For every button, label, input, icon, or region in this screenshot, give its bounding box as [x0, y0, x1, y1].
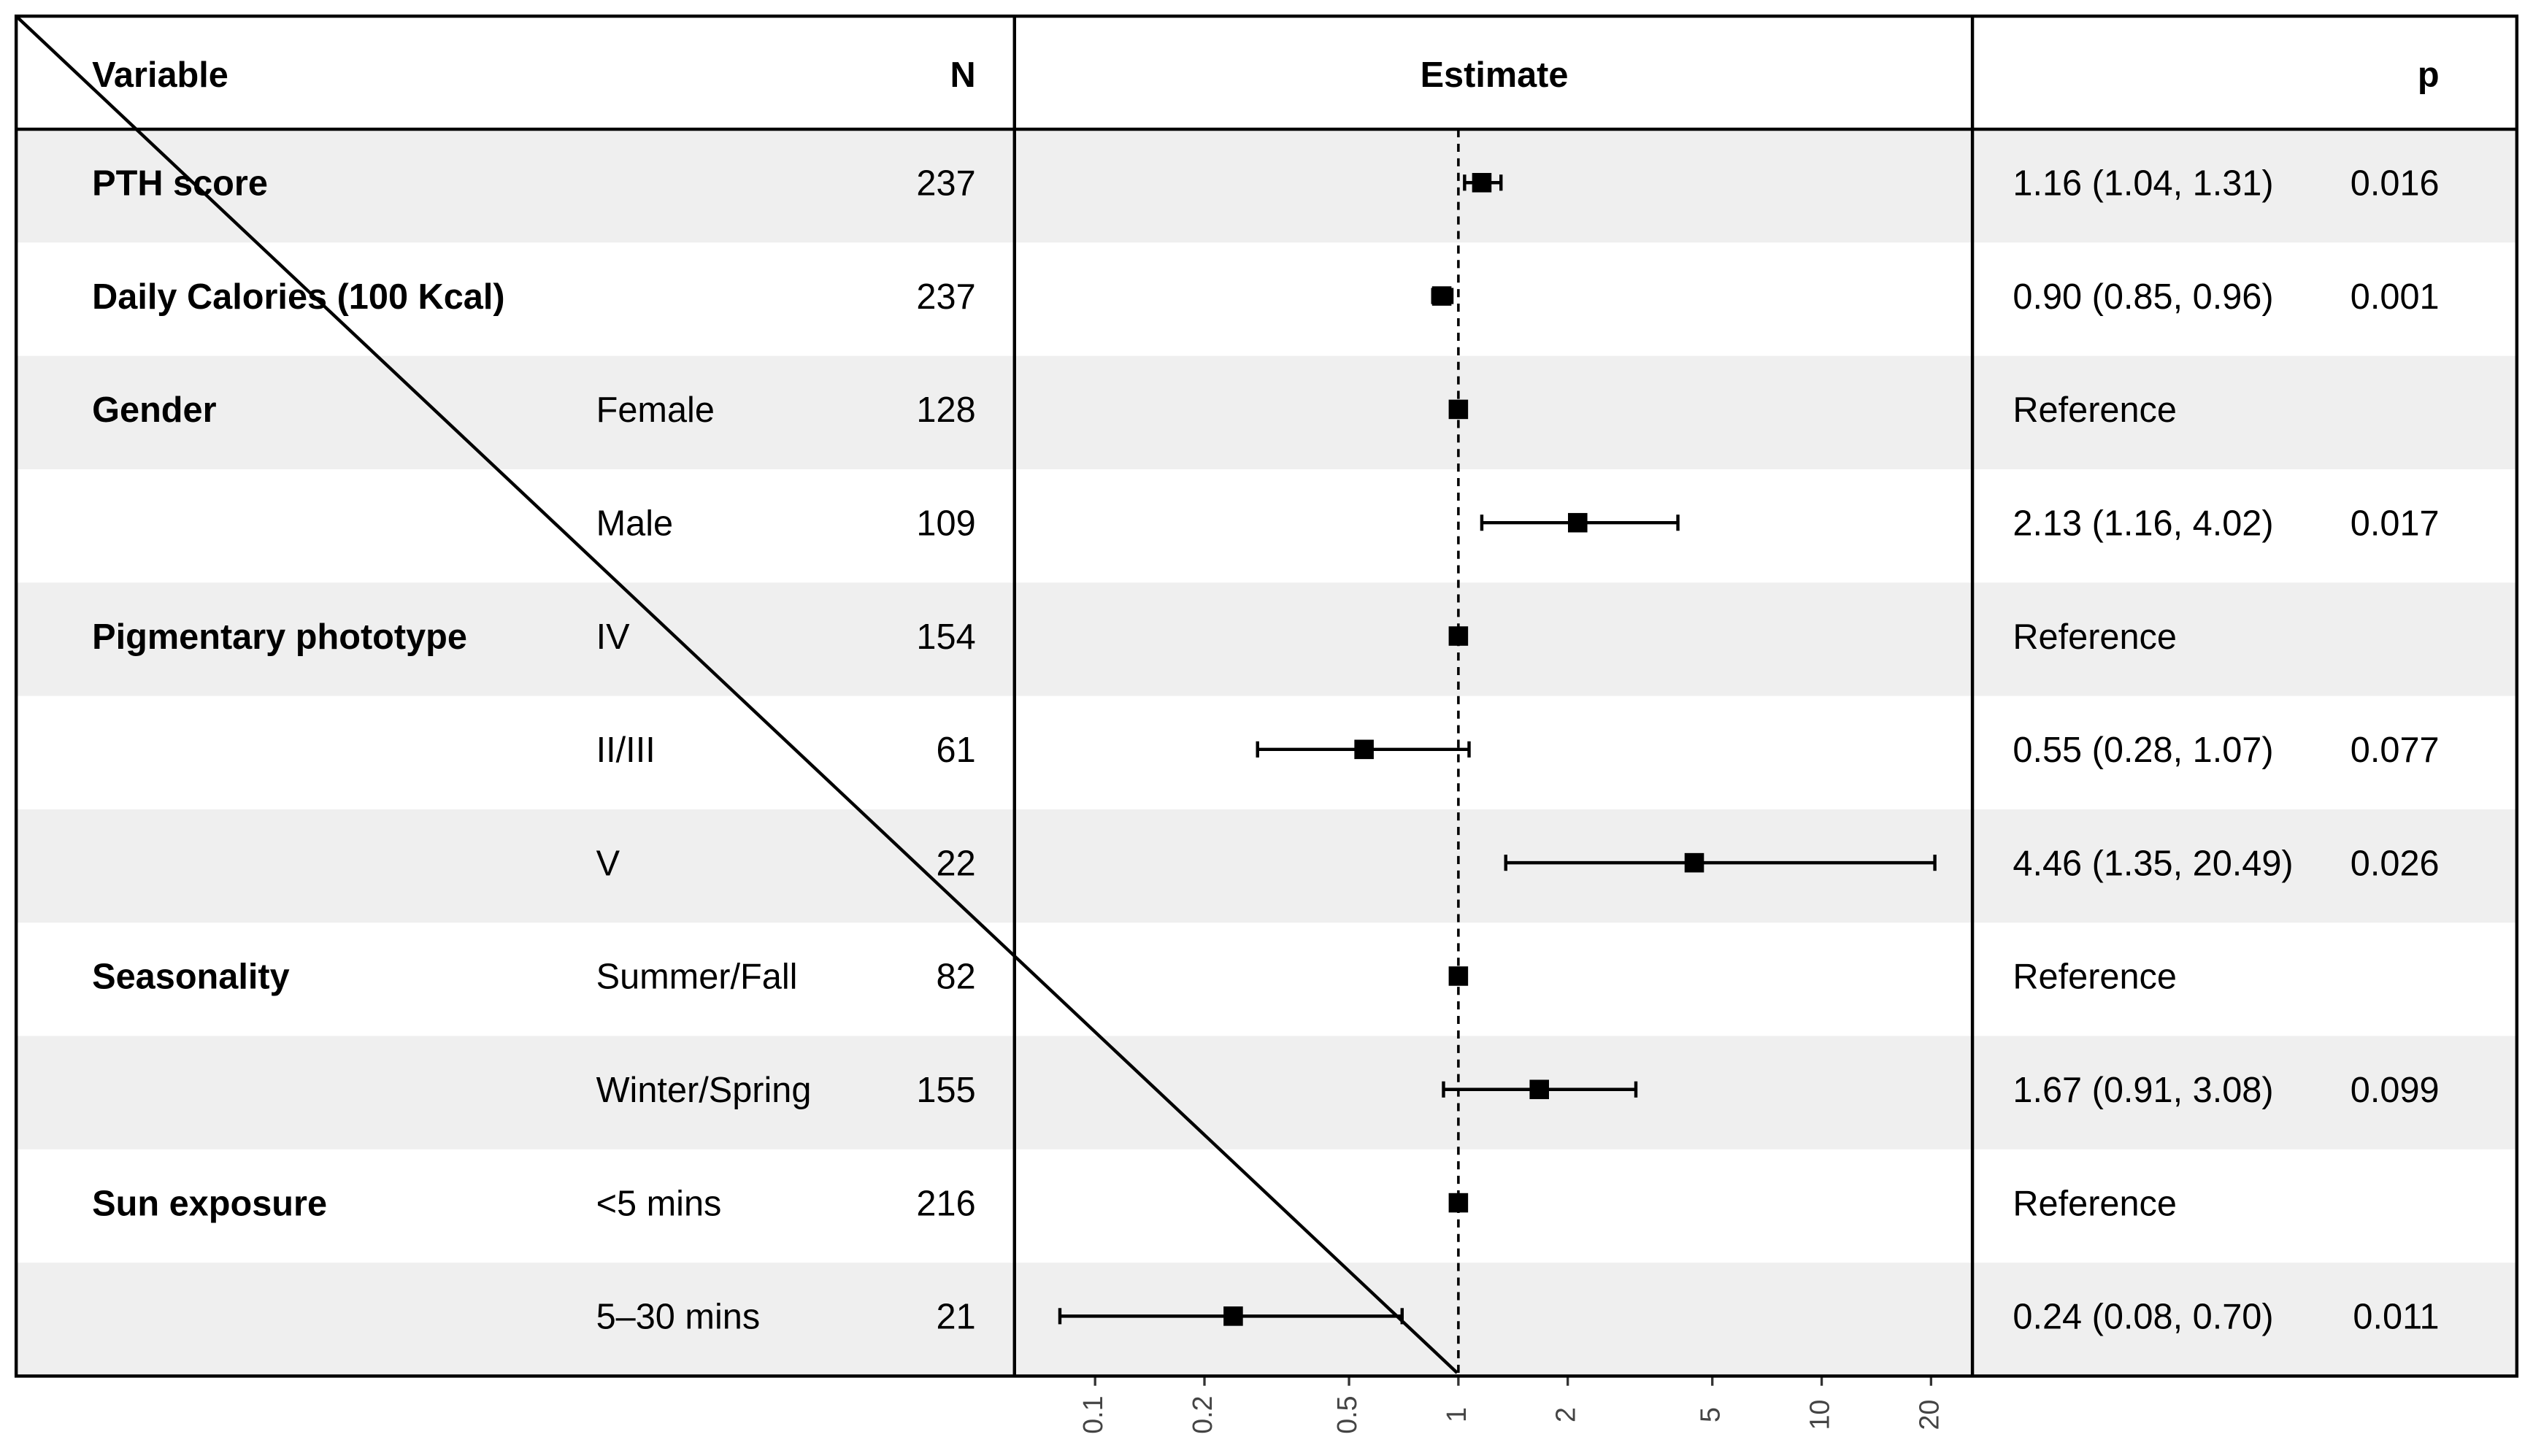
estimate-point — [1529, 1079, 1549, 1100]
row-band — [16, 1036, 2517, 1149]
header-variable: Variable — [92, 55, 228, 95]
ci-label: Reference — [2013, 617, 2177, 657]
p-label: 0.099 — [2351, 1071, 2440, 1110]
level-label: IV — [596, 617, 631, 657]
level-label: <5 mins — [596, 1184, 722, 1223]
n-label: 155 — [916, 1071, 975, 1110]
x-tick-label: 20 — [1913, 1400, 1944, 1430]
x-tick-label: 0.2 — [1187, 1395, 1218, 1433]
p-label: 0.077 — [2351, 731, 2440, 770]
estimate-point — [1448, 966, 1469, 986]
ci-label: Reference — [2013, 958, 2177, 997]
variable-label: Sun exposure — [92, 1184, 327, 1223]
n-label: 61 — [937, 731, 976, 770]
x-tick-label: 5 — [1695, 1407, 1726, 1422]
level-label: Female — [596, 390, 715, 430]
header-n: N — [950, 55, 976, 95]
ci-label: 1.16 (1.04, 1.31) — [2013, 164, 2273, 204]
n-label: 154 — [916, 617, 975, 657]
row-band — [16, 1263, 2517, 1376]
ci-label: 2.13 (1.16, 4.02) — [2013, 504, 2273, 543]
estimate-point — [1448, 626, 1469, 646]
estimate-point — [1223, 1306, 1243, 1326]
variable-label: Gender — [92, 390, 216, 430]
level-label: Summer/Fall — [596, 958, 798, 997]
ci-label: 1.67 (0.91, 3.08) — [2013, 1071, 2273, 1110]
p-label: 0.001 — [2351, 277, 2440, 317]
row-band — [16, 355, 2517, 469]
n-label: 237 — [916, 164, 975, 204]
level-label: Male — [596, 504, 674, 543]
level-label: V — [596, 844, 620, 883]
estimate-point — [1354, 739, 1374, 760]
estimate-point — [1472, 172, 1492, 193]
row-band — [16, 129, 2517, 243]
n-label: 128 — [916, 390, 975, 430]
estimate-point — [1431, 286, 1452, 306]
ci-label: 0.24 (0.08, 0.70) — [2013, 1298, 2273, 1337]
n-label: 216 — [916, 1184, 975, 1223]
ci-label: 0.55 (0.28, 1.07) — [2013, 731, 2273, 770]
row-band — [16, 582, 2517, 696]
ci-label: Reference — [2013, 1184, 2177, 1223]
ci-label: Reference — [2013, 390, 2177, 430]
estimate-point — [1568, 512, 1588, 533]
n-label: 82 — [937, 958, 976, 997]
estimate-point — [1448, 399, 1469, 420]
row-band — [16, 809, 2517, 923]
level-label: Winter/Spring — [596, 1071, 812, 1110]
level-label: 5–30 mins — [596, 1298, 761, 1337]
header-p: p — [2418, 55, 2440, 95]
estimate-point — [1448, 1193, 1469, 1213]
header-estimate: Estimate — [1421, 55, 1569, 95]
p-label: 0.011 — [2353, 1298, 2439, 1337]
estimate-point — [1684, 852, 1704, 873]
n-label: 22 — [937, 844, 976, 883]
p-label: 0.026 — [2351, 844, 2440, 883]
x-tick-label: 0.1 — [1077, 1395, 1108, 1433]
variable-label: Seasonality — [92, 958, 290, 997]
x-tick-label: 2 — [1550, 1407, 1581, 1422]
n-label: 21 — [937, 1298, 976, 1337]
diagonal — [15, 15, 1458, 1374]
level-label: II/III — [596, 731, 656, 770]
variable-label: Pigmentary phototype — [92, 617, 467, 657]
p-label: 0.016 — [2351, 164, 2440, 204]
ci-label: 4.46 (1.35, 20.49) — [2013, 844, 2293, 883]
frame — [14, 14, 2519, 1378]
n-label: 109 — [916, 504, 975, 543]
p-label: 0.017 — [2351, 504, 2440, 543]
x-tick-label: 0.5 — [1331, 1395, 1362, 1433]
x-tick-label: 1 — [1441, 1407, 1472, 1422]
n-label: 237 — [916, 277, 975, 317]
ci-label: 0.90 (0.85, 0.96) — [2013, 277, 2273, 317]
x-tick-label: 10 — [1804, 1400, 1834, 1430]
